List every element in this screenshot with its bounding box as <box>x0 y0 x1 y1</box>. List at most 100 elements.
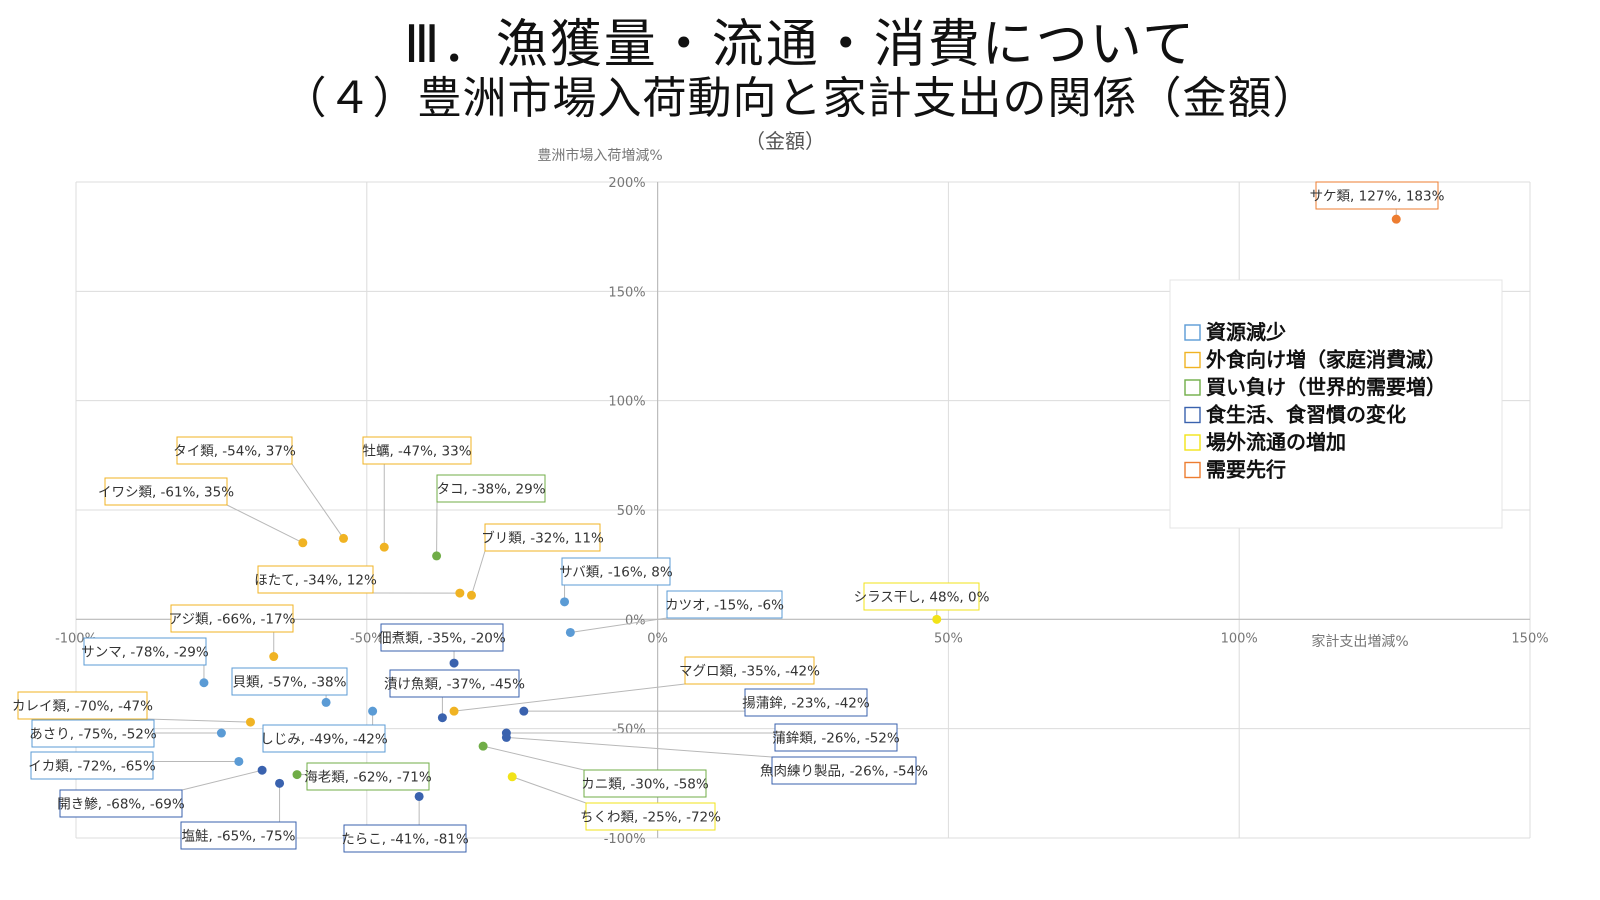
data-label-box <box>306 762 430 791</box>
x-tick-label: -50% <box>350 631 384 646</box>
data-label: 牡蠣, -47%, 33% <box>362 436 472 465</box>
data-point <box>234 756 244 766</box>
data-label-text: アジ類, -66%, -17% <box>169 612 296 628</box>
data-point <box>199 678 209 688</box>
leader-line <box>512 776 587 804</box>
y-axis-title: 豊洲市場入荷増減% <box>537 147 662 164</box>
y-tick-label: 150% <box>608 285 645 300</box>
data-label-text: 漬け魚類, -37%, -45% <box>384 677 525 693</box>
data-label: イカ類, -72%, -65% <box>28 751 156 780</box>
data-label-text: サンマ, -78%, -29% <box>81 645 209 661</box>
legend-swatch <box>1184 324 1201 341</box>
leader-line <box>181 769 263 791</box>
data-label-box <box>561 557 671 586</box>
data-label-text: カツオ, -15%, -6% <box>665 598 784 614</box>
data-label: カツオ, -15%, -6% <box>665 590 784 619</box>
data-label: イワシ類, -61%, 35% <box>98 477 234 506</box>
data-label-box <box>744 688 868 717</box>
data-label-box <box>585 802 716 831</box>
data-label: 魚肉練り製品, -26%, -54% <box>760 756 928 785</box>
y-tick-label: 0% <box>625 613 646 628</box>
data-label-text: タコ, -38%, 29% <box>436 482 545 498</box>
data-label-text: ブリ類, -32%, 11% <box>481 530 604 547</box>
data-point <box>449 706 459 716</box>
data-label-text: しじみ, -49%, -42% <box>260 732 388 748</box>
data-label-text: ほたて, -34%, 12% <box>254 573 377 589</box>
data-label-box <box>83 637 207 666</box>
data-label-text: 揚蒲鉾, -23%, -42% <box>742 695 870 712</box>
data-label-box <box>774 723 898 752</box>
x-axis-title: 家計支出増減% <box>1311 633 1408 650</box>
data-label-box <box>176 436 293 465</box>
legend-swatch <box>1184 434 1201 451</box>
x-tick-label: 0% <box>647 631 668 646</box>
data-point <box>257 765 267 775</box>
data-label: 佃煮類, -35%, -20% <box>378 623 506 652</box>
data-label-box <box>362 436 472 465</box>
chart-title: （金額） <box>745 129 825 153</box>
data-label-box <box>684 656 815 685</box>
data-point <box>298 538 308 548</box>
data-label-text: サバ類, -16%, 8% <box>559 565 673 581</box>
data-label: 貝類, -57%, -38% <box>231 667 348 696</box>
data-label: マグロ類, -35%, -42% <box>679 656 820 685</box>
data-point <box>932 614 942 624</box>
data-label-text: 牡蠣, -47%, 33% <box>362 444 471 460</box>
data-label-box <box>17 691 148 720</box>
data-point <box>269 652 279 662</box>
data-point <box>321 697 331 707</box>
data-point <box>1391 214 1401 224</box>
data-label-box <box>257 565 374 594</box>
data-label-text: たらこ, -41%, -81% <box>341 832 469 848</box>
data-label-box <box>262 724 386 753</box>
data-labels: サケ類, 127%, 183% タイ類, -54%, 37% 牡蠣, -47%, 3… <box>12 181 1445 853</box>
data-label: サバ類, -16%, 8% <box>559 557 673 586</box>
data-point <box>455 588 465 598</box>
y-tick-label: 100% <box>608 395 645 410</box>
data-point <box>437 713 447 723</box>
y-tick-label: -100% <box>604 832 646 847</box>
data-label-text: 海老類, -62%, -71% <box>304 770 432 786</box>
data-label-box <box>771 756 917 785</box>
data-points <box>199 214 1401 801</box>
data-label: しじみ, -49%, -42% <box>260 724 388 753</box>
data-label: ほたて, -34%, 12% <box>254 565 377 594</box>
data-point <box>478 741 488 751</box>
data-label: サケ類, 127%, 183% <box>1310 181 1445 210</box>
data-point <box>466 590 476 600</box>
x-tick-label: 100% <box>1221 631 1258 646</box>
data-point <box>216 728 226 738</box>
data-label: ブリ類, -32%, 11% <box>481 523 604 552</box>
data-label-box <box>583 769 707 798</box>
data-label-text: 開き鯵, -68%, -69% <box>57 797 185 813</box>
leader-line <box>471 550 486 596</box>
x-tick-label: 50% <box>934 631 963 646</box>
legend-frame <box>1169 279 1503 529</box>
data-label-text: 佃煮類, -35%, -20% <box>378 631 506 647</box>
legend-label: 買い負け（世界的需要増） <box>1206 375 1446 399</box>
page-title: Ⅲ．漁獲量・流通・消費について <box>403 15 1197 75</box>
data-label: シラス干し, 48%, 0% <box>854 582 990 611</box>
data-label: アジ類, -66%, -17% <box>169 604 296 633</box>
data-label-box <box>863 582 980 611</box>
data-label-box <box>380 623 504 652</box>
data-label-box <box>30 751 154 780</box>
legend-label: 外食向け増（家庭消費減） <box>1206 348 1446 372</box>
data-label: あさり, -75%, -52% <box>29 719 157 748</box>
data-label-box <box>180 821 297 850</box>
y-tick-label: -50% <box>612 723 646 738</box>
data-point <box>560 597 570 607</box>
data-label-text: イワシ類, -61%, 35% <box>98 485 234 501</box>
data-label-box <box>436 474 546 503</box>
data-label: サンマ, -78%, -29% <box>81 637 209 666</box>
data-label: 揚蒲鉾, -23%, -42% <box>742 688 870 717</box>
data-label-text: 魚肉練り製品, -26%, -54% <box>760 764 928 780</box>
data-point <box>339 533 349 543</box>
data-point <box>245 717 255 727</box>
data-label-box <box>31 719 155 748</box>
data-point <box>292 770 302 780</box>
data-point <box>519 706 529 716</box>
leader-line <box>291 463 344 539</box>
legend-label: 需要先行 <box>1206 458 1286 482</box>
